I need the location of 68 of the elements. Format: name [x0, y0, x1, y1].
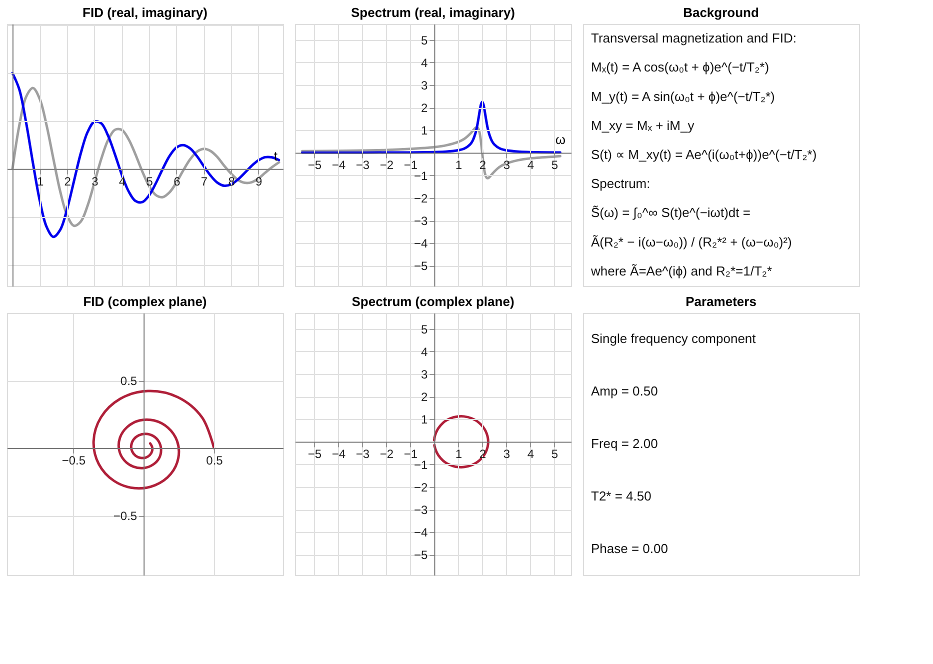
text: M_y(t) = A sin(ω₀t + ϕ)e^(−t/T₂*)	[591, 88, 775, 104]
text: Single frequency component	[591, 331, 756, 346]
text: Parameters	[686, 294, 756, 309]
text: S(t) ∝ M_xy(t) = Ae^(i(ω₀t+ϕ))e^(−t/T₂*)	[591, 147, 817, 162]
text: Transversal magnetization and FID:	[591, 30, 796, 46]
y-tick-label: −2	[414, 191, 428, 206]
x-tick-label: 5	[551, 158, 558, 172]
y-tick-label: 3	[421, 367, 428, 382]
x-tick-label: −4	[332, 447, 346, 462]
x-tick-label: −4	[332, 158, 346, 172]
line-series	[432, 415, 490, 468]
text: S̃(ω) = ∫₀^∞ S(t)e^(−iωt)dt =	[591, 205, 750, 220]
x-tick-label: 4	[527, 447, 534, 462]
y-tick-label: 1	[421, 412, 428, 427]
x-axis-title: ω	[555, 132, 566, 148]
y-tick-label: 2	[421, 390, 428, 404]
y-tick-label: −5	[414, 548, 428, 562]
y-tick-label: −3	[414, 503, 428, 517]
text: Ã(R₂* − i(ω−ω₀)) / (R₂*² + (ω−ω₀)²)	[591, 234, 792, 250]
x-tick-label: −3	[356, 158, 370, 172]
x-tick-label: 5	[551, 447, 558, 462]
text: M_xy = Mₓ + iM_y	[591, 118, 695, 133]
x-tick-label: 7	[200, 174, 208, 188]
x-tick-label: −1	[404, 158, 418, 172]
x-tick-label: −3	[356, 447, 370, 462]
x-tick-label: 0.5	[206, 454, 224, 468]
y-tick-label: −4	[414, 526, 428, 540]
x-tick-label: −2	[380, 447, 394, 462]
text: Phase = 0.00	[591, 540, 668, 556]
y-tick-label: 5	[421, 322, 428, 336]
x-tick-label: −5	[308, 447, 322, 462]
x-tick-label: −0.5	[62, 454, 86, 468]
x-tick-label: 2	[479, 158, 486, 172]
x-tick-label: 3	[503, 447, 510, 462]
x-tick-label: 1	[455, 158, 462, 172]
x-tick-label: 6	[174, 174, 181, 188]
y-tick-label: −4	[414, 236, 428, 251]
y-tick-label: 4	[421, 344, 428, 359]
x-tick-label: 9	[256, 174, 263, 188]
x-tick-label: 4	[527, 158, 534, 172]
text: Mₓ(t) = A cos(ω₀t + ϕ)e^(−t/T₂*)	[591, 60, 770, 75]
y-tick-label: −5	[414, 259, 428, 274]
y-tick-label: −2	[414, 480, 428, 494]
x-tick-label: −1	[404, 447, 418, 462]
x-tick-label: 5	[146, 174, 154, 188]
y-tick-label: 4	[421, 56, 428, 70]
y-tick-label: 5	[421, 33, 428, 48]
x-tick-label: 1	[36, 174, 44, 188]
chart-title: FID (complex plane)	[83, 294, 207, 309]
text: Spectrum:	[591, 176, 650, 192]
x-tick-label: −5	[308, 158, 322, 172]
y-tick-label: 1	[421, 124, 428, 138]
text: where Ã=Ae^(iϕ) and R₂*=1/T₂*	[590, 263, 772, 278]
text: Freq = 2.00	[591, 436, 658, 451]
chart-title: Spectrum (complex plane)	[352, 294, 514, 309]
chart-title: Spectrum (real, imaginary)	[351, 5, 515, 20]
text: Amp = 0.50	[591, 384, 658, 399]
y-tick-label: −3	[414, 214, 428, 228]
text: T2* = 4.50	[591, 488, 652, 504]
y-tick-label: 2	[421, 101, 428, 116]
x-tick-label: −2	[380, 158, 394, 172]
x-tick-label: 3	[503, 158, 510, 172]
x-tick-label: 2	[64, 174, 72, 188]
chart-title: FID (real, imaginary)	[82, 5, 208, 20]
y-tick-label: 3	[421, 78, 428, 92]
text: Background	[683, 5, 759, 20]
x-tick-label: 3	[92, 174, 99, 188]
x-tick-label: 1	[455, 447, 462, 462]
